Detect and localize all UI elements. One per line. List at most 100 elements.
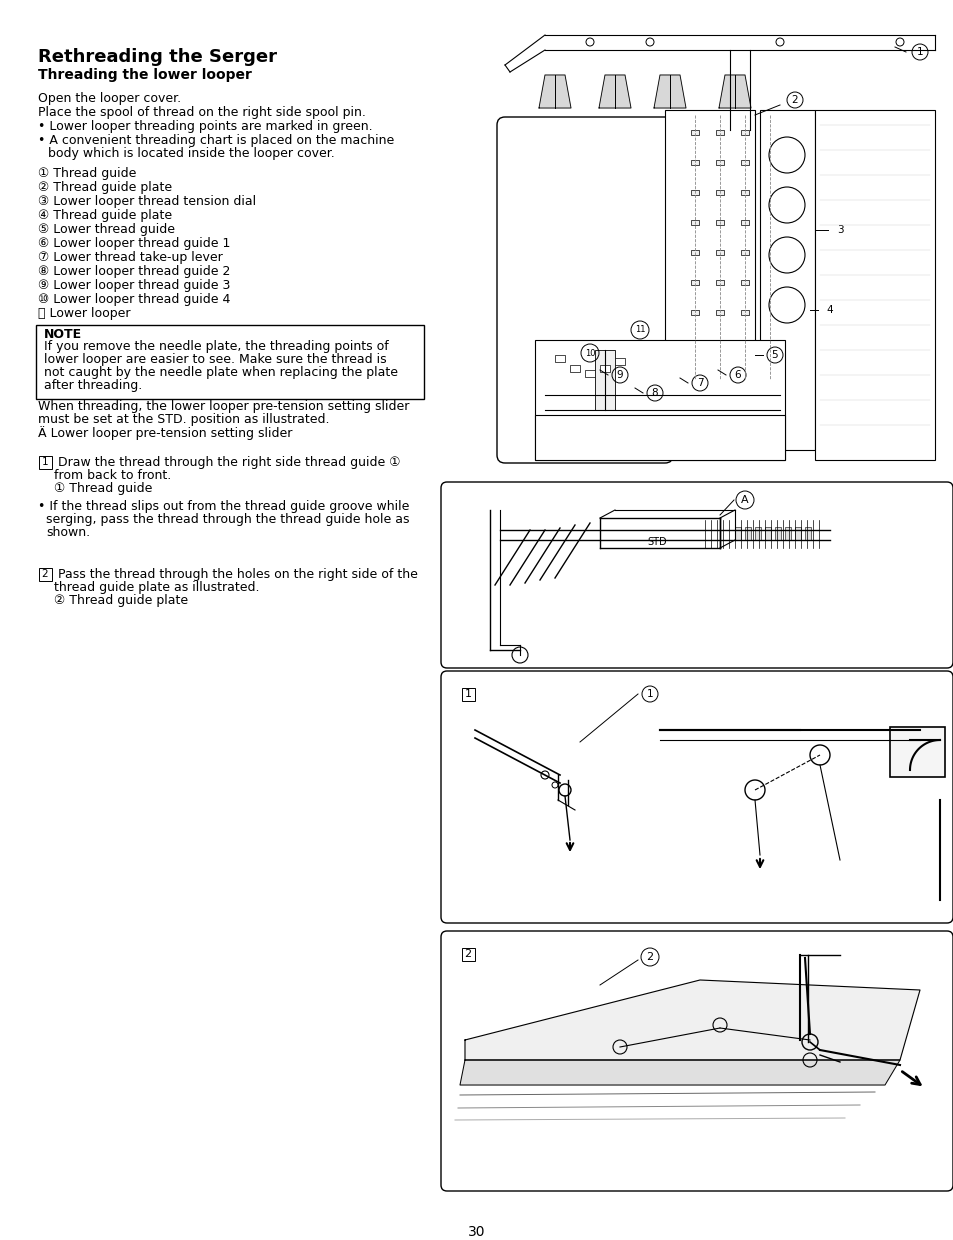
Bar: [740, 280, 748, 285]
Text: shown.: shown.: [46, 526, 90, 539]
Text: If you remove the needle plate, the threading points of: If you remove the needle plate, the thre…: [44, 340, 388, 353]
Text: must be set at the STD. position as illustrated.: must be set at the STD. position as illu…: [38, 413, 329, 427]
Text: Draw the thread through the right side thread guide ①: Draw the thread through the right side t…: [54, 456, 400, 469]
Text: 30: 30: [468, 1225, 485, 1239]
Text: ② Thread guide plate: ② Thread guide plate: [38, 181, 172, 193]
Bar: [716, 310, 723, 315]
Text: STD: STD: [646, 537, 666, 547]
FancyBboxPatch shape: [440, 482, 952, 668]
Text: 3: 3: [836, 224, 842, 236]
Bar: [461, 949, 475, 961]
Polygon shape: [719, 74, 750, 108]
Bar: [690, 250, 699, 255]
Text: 7: 7: [696, 378, 702, 388]
Text: 2: 2: [464, 949, 471, 959]
Text: body which is located inside the looper cover.: body which is located inside the looper …: [48, 148, 335, 160]
Bar: [765, 219, 773, 224]
Text: ③ Lower looper thread tension dial: ③ Lower looper thread tension dial: [38, 195, 255, 208]
Bar: [814, 110, 934, 460]
Bar: [39, 568, 52, 582]
Bar: [461, 688, 475, 701]
Bar: [754, 527, 760, 539]
Bar: [734, 527, 740, 539]
Text: 8: 8: [651, 388, 658, 398]
Bar: [716, 160, 723, 165]
Bar: [774, 527, 781, 539]
Text: 1: 1: [646, 689, 653, 699]
Polygon shape: [459, 1060, 899, 1085]
Bar: [690, 340, 699, 345]
Bar: [716, 130, 723, 135]
Bar: [690, 219, 699, 224]
Text: 2: 2: [646, 952, 653, 962]
Text: ⑨ Lower looper thread guide 3: ⑨ Lower looper thread guide 3: [38, 279, 230, 291]
FancyBboxPatch shape: [440, 671, 952, 923]
Text: from back to front.: from back to front.: [54, 469, 172, 482]
Text: Ä Lower looper pre-tension setting slider: Ä Lower looper pre-tension setting slide…: [38, 427, 292, 440]
Bar: [690, 190, 699, 195]
Bar: [555, 355, 564, 362]
Text: ⑦ Lower thread take-up lever: ⑦ Lower thread take-up lever: [38, 250, 222, 264]
Bar: [535, 340, 784, 460]
Bar: [716, 250, 723, 255]
Bar: [765, 160, 773, 165]
Bar: [740, 310, 748, 315]
Bar: [765, 340, 773, 345]
Bar: [804, 527, 810, 539]
Bar: [535, 415, 784, 460]
Bar: [760, 110, 814, 450]
Bar: [584, 370, 595, 377]
Bar: [690, 130, 699, 135]
Text: after threading.: after threading.: [44, 379, 142, 392]
Bar: [595, 350, 615, 410]
Text: serging, pass the thread through the thread guide hole as: serging, pass the thread through the thr…: [46, 513, 409, 526]
Bar: [764, 527, 770, 539]
FancyBboxPatch shape: [497, 117, 672, 463]
Text: Pass the thread through the holes on the right side of the: Pass the thread through the holes on the…: [54, 568, 417, 582]
Text: ⑥ Lower looper thread guide 1: ⑥ Lower looper thread guide 1: [38, 237, 230, 250]
Text: ② Thread guide plate: ② Thread guide plate: [54, 594, 188, 608]
Text: • Lower looper threading points are marked in green.: • Lower looper threading points are mark…: [38, 120, 373, 133]
Text: ① Thread guide: ① Thread guide: [38, 167, 136, 180]
Text: Open the looper cover.: Open the looper cover.: [38, 92, 181, 105]
Polygon shape: [654, 74, 685, 108]
Bar: [765, 190, 773, 195]
Bar: [794, 527, 801, 539]
Bar: [765, 250, 773, 255]
Text: ④ Thread guide plate: ④ Thread guide plate: [38, 210, 172, 222]
Text: thread guide plate as illustrated.: thread guide plate as illustrated.: [54, 582, 259, 594]
Bar: [664, 110, 754, 450]
Bar: [740, 219, 748, 224]
Text: 10: 10: [584, 348, 595, 357]
Text: • If the thread slips out from the thread guide groove while: • If the thread slips out from the threa…: [38, 500, 409, 513]
Bar: [740, 250, 748, 255]
FancyBboxPatch shape: [440, 931, 952, 1190]
Text: • A convenient threading chart is placed on the machine: • A convenient threading chart is placed…: [38, 134, 394, 148]
Bar: [740, 160, 748, 165]
Bar: [765, 130, 773, 135]
Bar: [765, 310, 773, 315]
Bar: [690, 280, 699, 285]
Bar: [36, 325, 423, 399]
Text: ⑤ Lower thread guide: ⑤ Lower thread guide: [38, 223, 174, 236]
Bar: [716, 190, 723, 195]
Bar: [740, 130, 748, 135]
Bar: [615, 358, 624, 365]
Polygon shape: [598, 74, 630, 108]
Bar: [740, 340, 748, 345]
Text: 11: 11: [634, 325, 644, 335]
Text: 4: 4: [826, 305, 832, 315]
Bar: [716, 219, 723, 224]
Text: Place the spool of thread on the right side spool pin.: Place the spool of thread on the right s…: [38, 105, 366, 119]
Bar: [690, 160, 699, 165]
Text: ⑧ Lower looper thread guide 2: ⑧ Lower looper thread guide 2: [38, 265, 230, 278]
Text: ⑪ Lower looper: ⑪ Lower looper: [38, 308, 131, 320]
Polygon shape: [538, 74, 571, 108]
Polygon shape: [464, 980, 919, 1060]
Bar: [784, 527, 790, 539]
Text: lower looper are easier to see. Make sure the thread is: lower looper are easier to see. Make sur…: [44, 353, 386, 366]
Text: 9: 9: [616, 370, 622, 379]
Bar: [744, 527, 750, 539]
Text: 2: 2: [42, 569, 49, 579]
Bar: [690, 310, 699, 315]
